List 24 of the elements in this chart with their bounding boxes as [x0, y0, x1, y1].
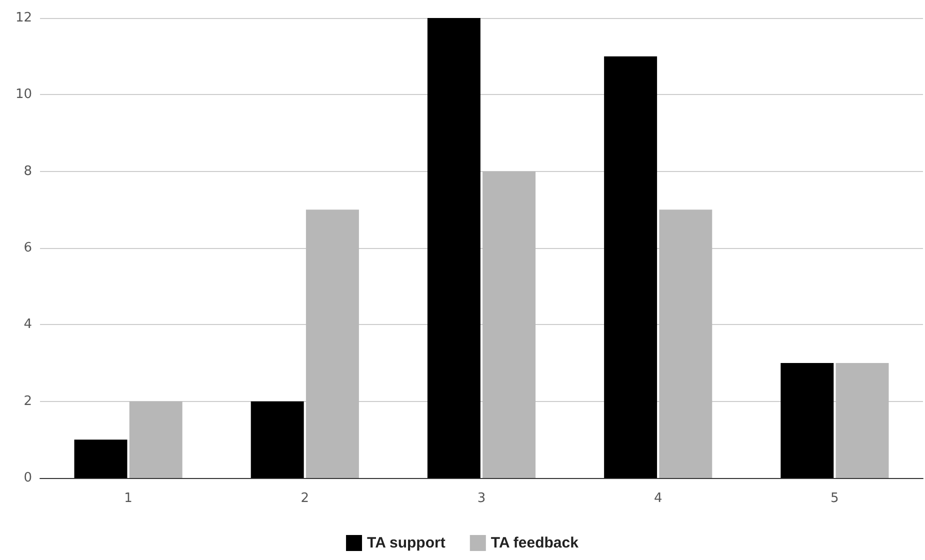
y-tick-label: 6: [24, 240, 32, 256]
bar: [604, 56, 658, 478]
bar: [780, 363, 834, 478]
bar: [659, 210, 712, 478]
y-tick-label: 12: [15, 10, 32, 26]
x-tick-label: 2: [300, 491, 310, 506]
bar: [250, 401, 304, 478]
bar: [482, 171, 536, 478]
y-tick-label: 4: [24, 317, 32, 332]
legend-label: TA feedback: [490, 534, 580, 552]
bar: [306, 210, 359, 478]
legend-label: TA support: [367, 534, 446, 552]
bar: [836, 363, 889, 478]
x-tick-label: 5: [830, 491, 839, 506]
y-tick-label: 0: [24, 470, 32, 486]
bar: [427, 18, 480, 478]
x-tick-label: 3: [477, 491, 486, 506]
x-tick-label: 1: [124, 491, 132, 506]
y-tick-label: 10: [15, 87, 32, 102]
y-tick-label: 8: [24, 164, 32, 179]
x-tick-label: 4: [654, 491, 662, 506]
bar: [129, 401, 182, 478]
bar: [74, 440, 128, 478]
y-tick-label: 2: [24, 394, 32, 409]
